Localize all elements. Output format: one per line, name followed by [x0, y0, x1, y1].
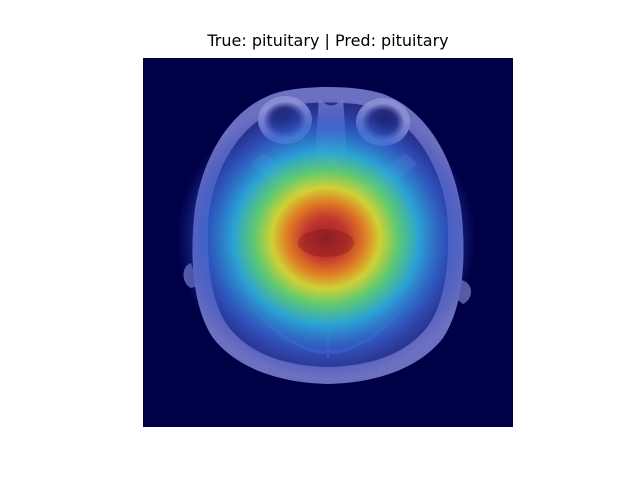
heatmap-core: [298, 229, 354, 257]
figure-title: True: pituitary | Pred: pituitary: [207, 31, 449, 50]
mri-heatmap-svg: [143, 58, 513, 427]
mri-heatmap-image: [143, 58, 513, 427]
gradcam-heatmap: [176, 98, 476, 378]
